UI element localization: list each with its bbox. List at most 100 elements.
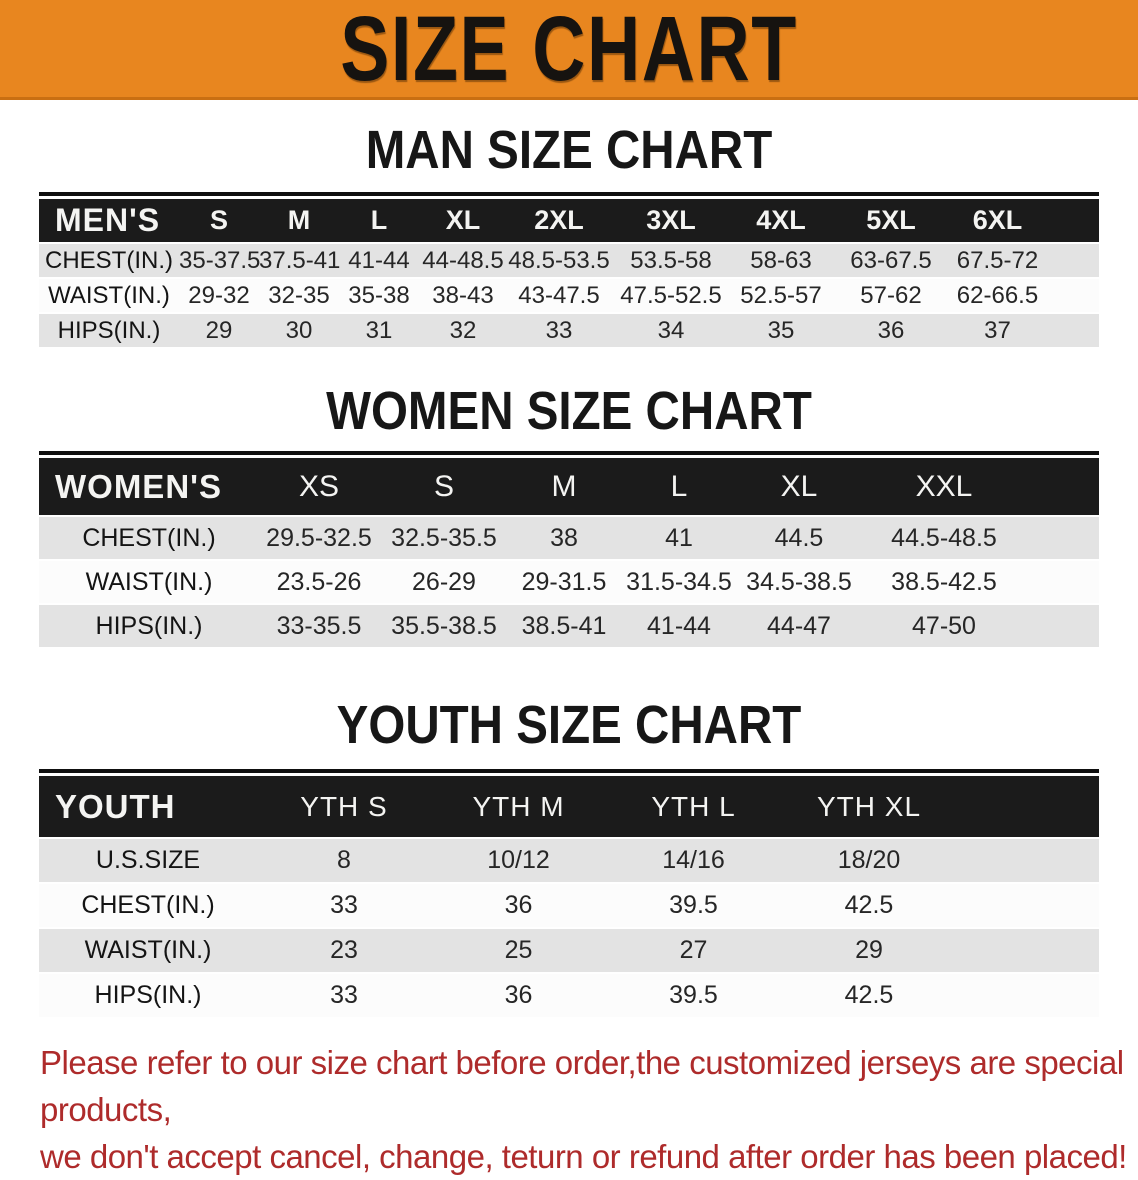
size-column-header: L	[370, 205, 388, 235]
size-column-header: 2XL	[534, 205, 584, 235]
row-label: WAIST(IN.)	[39, 277, 179, 314]
size-column-header: XL	[780, 469, 818, 503]
row-label: HIPS(IN.)	[39, 972, 257, 1019]
size-value-cell: 41-44	[339, 242, 419, 279]
size-value-cell: 39.5	[606, 882, 781, 929]
size-value-cell: 35-37.5	[179, 242, 260, 279]
size-value-cell: 43-47.5	[507, 277, 611, 314]
size-value-cell: 42.5	[781, 882, 1099, 929]
row-label: HIPS(IN.)	[39, 603, 259, 649]
size-value-cell: 33	[257, 882, 431, 929]
banner-title: SIZE CHART	[340, 0, 798, 100]
size-value-cell: 57-62	[831, 277, 951, 314]
size-column-header: L	[670, 469, 688, 503]
size-value-cell: 38.5-41	[509, 603, 619, 649]
table-group-label: YOUTH	[55, 787, 176, 825]
size-column-header: 4XL	[756, 205, 806, 235]
size-value-cell: 25	[431, 927, 606, 974]
size-value-cell: 27	[606, 927, 781, 974]
size-value-cell: 29	[179, 312, 259, 349]
man-section-heading: MAN SIZE CHART	[365, 120, 773, 180]
size-column-header: 5XL	[866, 205, 916, 235]
size-value-cell: 44.5-48.5	[859, 515, 1099, 561]
size-column-header: YTH L	[651, 790, 736, 822]
size-value-cell: 48.5-53.5	[507, 242, 611, 279]
size-value-cell: 23.5-26	[259, 559, 379, 605]
size-value-cell: 37.5-41	[259, 242, 340, 279]
size-column-header: 3XL	[646, 205, 696, 235]
size-value-cell: 31.5-34.5	[619, 559, 739, 605]
size-value-cell: 8	[257, 837, 431, 884]
size-value-cell: 38.5-42.5	[859, 559, 1099, 605]
disclaimer-line-1: Please refer to our size chart before or…	[40, 1044, 1124, 1128]
table-header-row: YOUTH YTH S YTH M YTH L YTH XL	[39, 776, 1099, 838]
row-label: U.S.SIZE	[39, 837, 257, 884]
size-value-cell: 39.5	[606, 972, 781, 1019]
size-value-cell: 44-48.5	[419, 242, 507, 279]
size-value-cell: 35	[731, 312, 831, 349]
size-column-header: XS	[298, 469, 340, 503]
size-value-cell: 52.5-57	[731, 277, 831, 314]
size-value-cell: 41-44	[619, 603, 739, 649]
women-size-table-wrap: WOMEN'S XS S M L XL XXL CHEST(IN.) 29.5-32.5 32.5…	[39, 451, 1099, 649]
table-group-label: MEN'S	[55, 202, 161, 238]
table-row: HIPS(IN.) 33-35.5 35.5-38.5 38.5-41 41-44 44-…	[39, 603, 1099, 649]
row-label: WAIST(IN.)	[39, 559, 259, 605]
table-row: WAIST(IN.) 23 25 27 29	[39, 927, 1099, 974]
size-value-cell: 41	[619, 515, 739, 561]
table-group-label: WOMEN'S	[55, 467, 223, 505]
disclaimer-note: Please refer to our size chart before or…	[40, 1039, 1138, 1180]
size-column-header: XXL	[915, 469, 973, 503]
size-value-cell: 32-35	[259, 277, 339, 314]
row-label: CHEST(IN.)	[39, 242, 179, 279]
table-row: CHEST(IN.) 33 36 39.5 42.5	[39, 882, 1099, 929]
women-section-heading: WOMEN SIZE CHART	[326, 381, 812, 441]
size-value-cell: 34.5-38.5	[739, 559, 859, 605]
size-value-cell: 37	[951, 312, 1099, 349]
table-row: WAIST(IN.) 29-32 32-35 35-38 38-43 43-47.5 47.…	[39, 277, 1099, 314]
size-value-cell: 44-47	[739, 603, 859, 649]
table-row: CHEST(IN.) 29.5-32.5 32.5-35.5 38 41 44.5 44.5…	[39, 515, 1099, 561]
size-value-cell: 67.5-72	[951, 242, 1099, 279]
size-column-header: YTH S	[300, 790, 388, 822]
size-value-cell: 23	[257, 927, 431, 974]
size-value-cell: 38	[509, 515, 619, 561]
size-column-header: S	[209, 205, 228, 235]
size-value-cell: 31	[339, 312, 419, 349]
size-value-cell: 42.5	[781, 972, 1099, 1019]
row-label: CHEST(IN.)	[39, 882, 257, 929]
size-value-cell: 53.5-58	[611, 242, 731, 279]
table-row: CHEST(IN.) 35-37.5 37.5-41 41-44 44-48.5 48.5…	[39, 242, 1099, 279]
size-value-cell: 36	[831, 312, 951, 349]
size-value-cell: 47-50	[859, 603, 1099, 649]
women-size-table: WOMEN'S XS S M L XL XXL CHEST(IN.) 29.5-32.5 32.5…	[39, 458, 1099, 649]
size-chart-banner: SIZE CHART	[0, 0, 1138, 100]
size-value-cell: 26-29	[379, 559, 509, 605]
size-value-cell: 44.5	[739, 515, 859, 561]
youth-size-table-wrap: YOUTH YTH S YTH M YTH L YTH XL U.S.SIZE 8 10/12…	[39, 769, 1099, 1019]
disclaimer-line-2: we don't accept cancel, change, teturn o…	[40, 1138, 1127, 1175]
row-label: WAIST(IN.)	[39, 927, 257, 974]
size-value-cell: 62-66.5	[951, 277, 1099, 314]
table-header-row: MEN'S S M L XL 2XL 3XL 4XL 5XL 6XL	[39, 199, 1099, 243]
youth-size-table: YOUTH YTH S YTH M YTH L YTH XL U.S.SIZE 8 10/12…	[39, 776, 1099, 1019]
size-value-cell: 29-32	[179, 277, 259, 314]
size-value-cell: 29	[781, 927, 1099, 974]
size-value-cell: 29.5-32.5	[259, 515, 379, 561]
size-value-cell: 32	[419, 312, 507, 349]
size-value-cell: 33	[257, 972, 431, 1019]
size-value-cell: 33	[507, 312, 611, 349]
size-value-cell: 29-31.5	[509, 559, 619, 605]
table-row: HIPS(IN.) 29 30 31 32 33 34 35 36 37	[39, 312, 1099, 349]
size-value-cell: 58-63	[731, 242, 831, 279]
table-header-row: WOMEN'S XS S M L XL XXL	[39, 458, 1099, 516]
size-value-cell: 32.5-35.5	[379, 515, 509, 561]
size-value-cell: 63-67.5	[831, 242, 951, 279]
table-row: U.S.SIZE 8 10/12 14/16 18/20	[39, 837, 1099, 884]
row-label: CHEST(IN.)	[39, 515, 259, 561]
men-size-table: MEN'S S M L XL 2XL 3XL 4XL 5XL 6XL CHEST(IN.) 35-37…	[39, 199, 1099, 349]
men-size-table-wrap: MEN'S S M L XL 2XL 3XL 4XL 5XL 6XL CHEST(IN.) 35-37…	[39, 192, 1099, 349]
size-value-cell: 35.5-38.5	[379, 603, 509, 649]
size-value-cell: 38-43	[419, 277, 507, 314]
size-value-cell: 33-35.5	[259, 603, 379, 649]
